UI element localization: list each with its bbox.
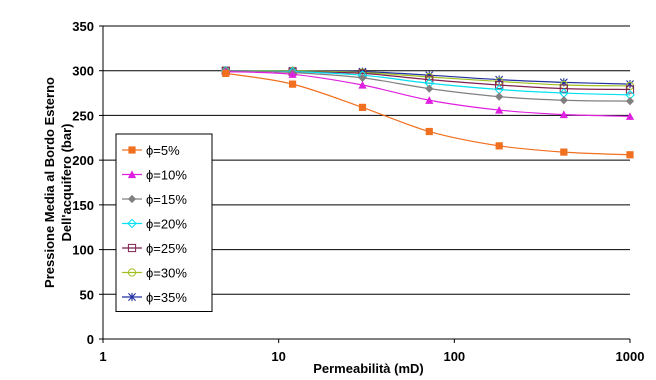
series-line — [225, 71, 631, 117]
legend-label: ϕ=30% — [146, 266, 187, 281]
legend-entry: ϕ=35% — [122, 290, 187, 305]
data-point — [625, 85, 635, 94]
y-axis-ticks: 0 50 100 150 200 250 300 350 — [72, 19, 103, 347]
y-axis-title-line: Dell'acquifero (bar) — [59, 124, 74, 242]
data-point — [128, 146, 136, 154]
data-point — [358, 80, 367, 89]
data-point — [358, 73, 367, 82]
x-axis-title: Permeabilità (mD) — [313, 361, 424, 376]
data-point — [425, 96, 434, 104]
y-tick-label: 0 — [87, 332, 94, 347]
data-point — [626, 151, 634, 159]
legend-label: ϕ=20% — [146, 217, 187, 232]
legend-label: ϕ=15% — [146, 192, 187, 207]
data-point — [127, 194, 137, 204]
x-tick-label: 1000 — [616, 349, 645, 364]
legend-entry: ϕ=25% — [122, 241, 187, 256]
x-tick-label: 100 — [443, 349, 465, 364]
y-tick-label: 350 — [72, 19, 94, 34]
legend-entry: ϕ=30% — [122, 266, 187, 281]
data-point — [222, 69, 230, 77]
data-point — [626, 80, 634, 89]
data-point — [128, 292, 136, 302]
x-axis-ticks: 1 10 100 1000 — [99, 339, 644, 364]
y-axis-title: Pressione Media al Bordo Esterno Dell'acq… — [42, 77, 74, 288]
legend-entry: ϕ=10% — [122, 168, 187, 183]
x-tick-label: 10 — [271, 349, 285, 364]
data-point — [625, 112, 635, 120]
data-point — [495, 142, 503, 150]
y-tick-label: 100 — [72, 243, 94, 258]
data-point — [560, 148, 568, 156]
series — [222, 69, 634, 159]
legend-entry: ϕ=20% — [122, 217, 187, 232]
y-tick-label: 300 — [72, 64, 94, 79]
data-point — [425, 84, 434, 93]
y-tick-label: 50 — [80, 287, 94, 302]
legend-entry: ϕ=15% — [122, 192, 187, 207]
legend-label: ϕ=35% — [146, 290, 187, 305]
legend-box — [115, 133, 213, 312]
data-point — [288, 80, 297, 88]
legend-label: ϕ=25% — [146, 241, 187, 256]
y-tick-label: 150 — [72, 198, 94, 213]
data-point — [127, 218, 137, 229]
legend-label: ϕ=10% — [146, 168, 187, 183]
data-point — [559, 84, 568, 93]
data-point — [425, 127, 433, 136]
data-point — [625, 97, 635, 106]
legend-entry: ϕ=5% — [122, 143, 180, 158]
data-point — [495, 80, 504, 90]
data-point — [288, 70, 297, 78]
data-point — [559, 96, 568, 105]
y-axis-title-line: Pressione Media al Bordo Esterno — [42, 77, 57, 288]
data-point — [127, 243, 137, 253]
y-tick-label: 200 — [72, 153, 94, 168]
y-tick-label: 250 — [72, 108, 94, 123]
data-point — [358, 103, 367, 111]
data-point — [495, 105, 504, 114]
data-point — [127, 268, 137, 277]
legend: ϕ=5% ϕ=10% ϕ=15% ϕ=20% ϕ=25% ϕ=30% ϕ=35% — [115, 133, 213, 312]
x-tick-label: 1 — [99, 349, 106, 364]
data-point — [495, 92, 504, 101]
legend-label: ϕ=5% — [146, 143, 180, 158]
series-group — [220, 65, 635, 159]
data-point — [127, 170, 137, 179]
data-point — [559, 110, 568, 119]
